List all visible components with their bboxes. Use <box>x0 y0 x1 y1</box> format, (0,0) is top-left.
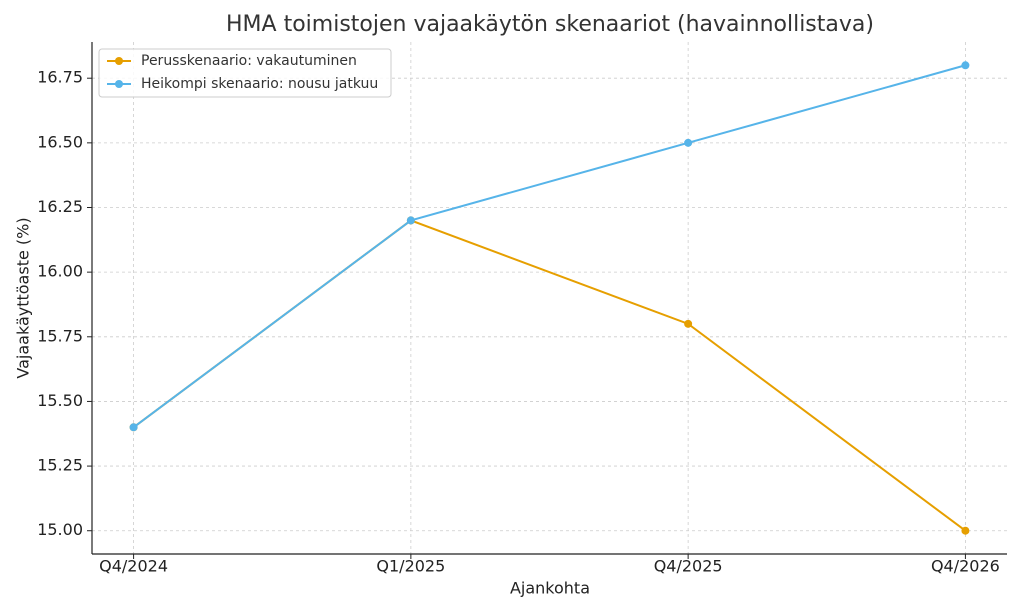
series-line <box>132 64 966 429</box>
legend-label: Perusskenaario: vakautuminen <box>141 53 357 69</box>
series-line <box>132 219 967 532</box>
y-axis-label: Vajaakäyttöaste (%) <box>14 217 33 378</box>
x-tick-label: Q4/2024 <box>99 557 168 576</box>
data-point <box>961 61 970 70</box>
y-tick-label: 15.75 <box>37 326 83 345</box>
y-tick-label: 16.25 <box>37 197 83 216</box>
legend: Perusskenaario: vakautuminen Heikompi ske… <box>98 48 392 98</box>
grid <box>92 42 1007 554</box>
legend-label: Heikompi skenaario: nousu jatkuu <box>141 76 378 92</box>
legend-marker <box>115 80 123 88</box>
legend-box <box>98 48 392 98</box>
y-tick-label: 15.50 <box>37 391 83 410</box>
x-tick-label: Q4/2026 <box>931 557 1000 576</box>
y-tick-label: 16.75 <box>37 68 83 87</box>
data-point <box>406 216 415 225</box>
y-tick-label: 15.25 <box>37 456 83 475</box>
y-tick-label: 16.00 <box>37 262 83 281</box>
y-tick-label: 15.00 <box>37 520 83 539</box>
chart-title: HMA toimistojen vajaakäytön skenaariot (… <box>226 12 874 37</box>
x-axis-label: Ajankohta <box>510 579 590 598</box>
data-point <box>684 319 693 328</box>
legend-marker <box>115 57 123 65</box>
x-tick-label: Q1/2025 <box>376 557 445 576</box>
x-tick-label: Q4/2025 <box>654 557 723 576</box>
y-tick-label: 16.50 <box>37 132 83 151</box>
data-point <box>684 138 693 147</box>
data-point <box>961 526 970 535</box>
data-point <box>129 423 138 432</box>
